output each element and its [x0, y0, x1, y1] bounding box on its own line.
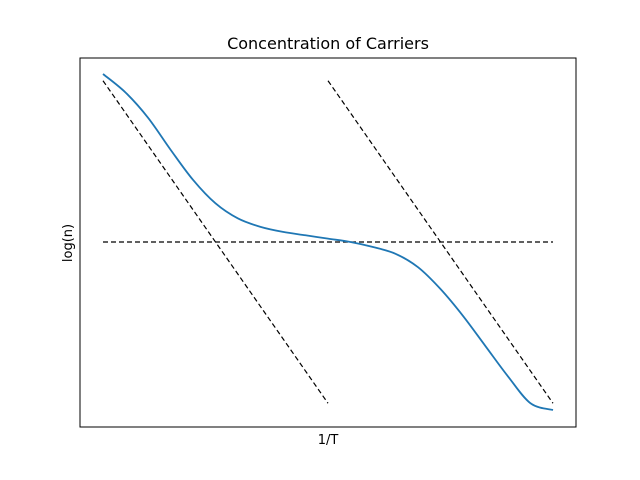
carrier-concentration-curve	[102, 73, 554, 411]
chart-title: Concentration of Carriers	[227, 34, 429, 53]
x-axis-label: 1/T	[318, 433, 339, 448]
asymptote-dashed-line	[102, 80, 329, 404]
asymptote-dashed-line	[327, 80, 554, 404]
y-axis-label: log(n)	[61, 224, 76, 262]
series-layer	[102, 73, 554, 411]
